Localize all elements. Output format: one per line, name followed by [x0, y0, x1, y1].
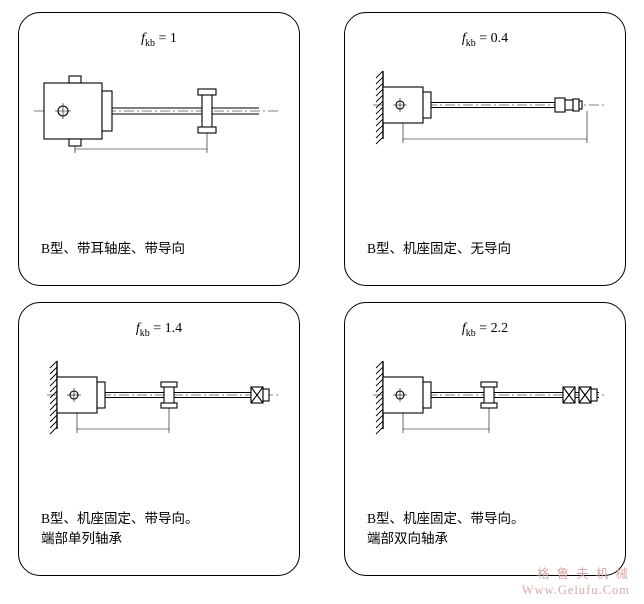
- mech-svg-3: [29, 351, 289, 471]
- diagram-grid: fkb = 1 B型、带耳轴座、带导向 fkb = 0.4 B型、机座固定、无导…: [0, 0, 644, 604]
- formula-3: fkb = 1.4: [19, 321, 299, 339]
- card-4: fkb = 2.2 B型、机座固定、带导向。端部双向轴承: [344, 302, 626, 576]
- mech-svg-1: [29, 61, 289, 181]
- card-2: fkb = 0.4 B型、机座固定、无导向: [344, 12, 626, 286]
- caption-4: B型、机座固定、带导向。端部双向轴承: [367, 509, 607, 550]
- watermark-en: Www.Gelufu.Com: [522, 583, 630, 598]
- watermark-cn: 格 鲁 夫 机 械: [537, 563, 630, 582]
- card-1: fkb = 1 B型、带耳轴座、带导向: [18, 12, 300, 286]
- card-3: fkb = 1.4 B型、机座固定、带导向。端部单列轴承: [18, 302, 300, 576]
- formula-1: fkb = 1: [19, 31, 299, 49]
- mech-svg-2: [355, 61, 615, 181]
- mech-svg-4: [355, 351, 615, 471]
- caption-1: B型、带耳轴座、带导向: [41, 239, 281, 259]
- caption-3: B型、机座固定、带导向。端部单列轴承: [41, 509, 281, 550]
- formula-4: fkb = 2.2: [345, 321, 625, 339]
- caption-2: B型、机座固定、无导向: [367, 239, 607, 259]
- formula-2: fkb = 0.4: [345, 31, 625, 49]
